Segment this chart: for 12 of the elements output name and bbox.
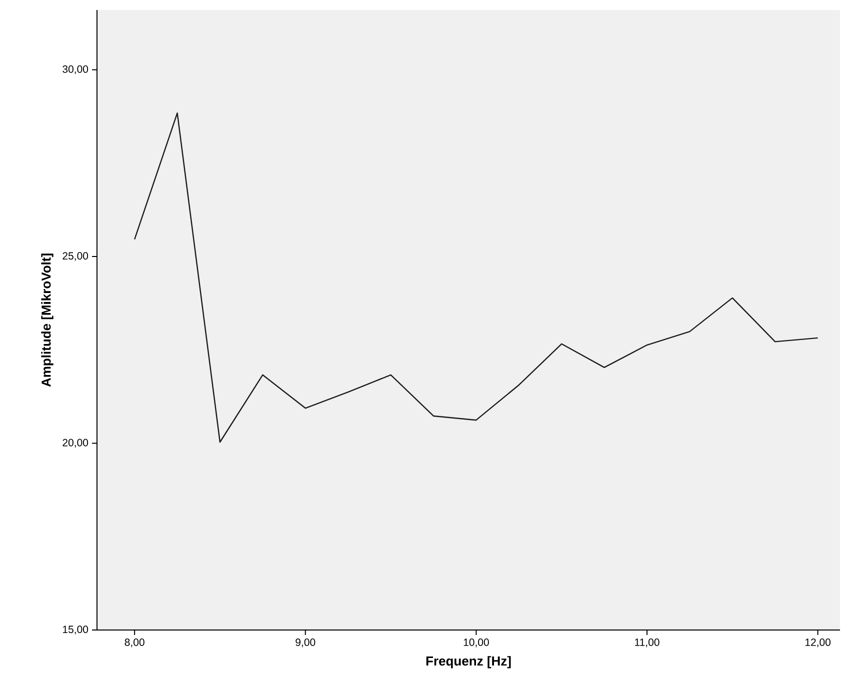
y-tick-label: 25,00	[62, 252, 88, 261]
line-series	[134, 112, 818, 443]
x-tick-label: 12,00	[805, 638, 831, 648]
y-axis-title: Amplitude [MikroVolt]	[41, 254, 54, 387]
x-axis-title: Frequenz [Hz]	[426, 656, 511, 668]
y-tick-label: 15,00	[62, 626, 88, 634]
x-tick-label: 9,00	[296, 638, 316, 648]
x-tick-label: 10,00	[464, 638, 489, 648]
y-tick-label: 30,00	[62, 65, 88, 74]
x-tick-label: 11,00	[635, 638, 660, 648]
x-tick-label: 8,00	[124, 638, 144, 648]
y-tick-label: 20,00	[62, 438, 88, 448]
